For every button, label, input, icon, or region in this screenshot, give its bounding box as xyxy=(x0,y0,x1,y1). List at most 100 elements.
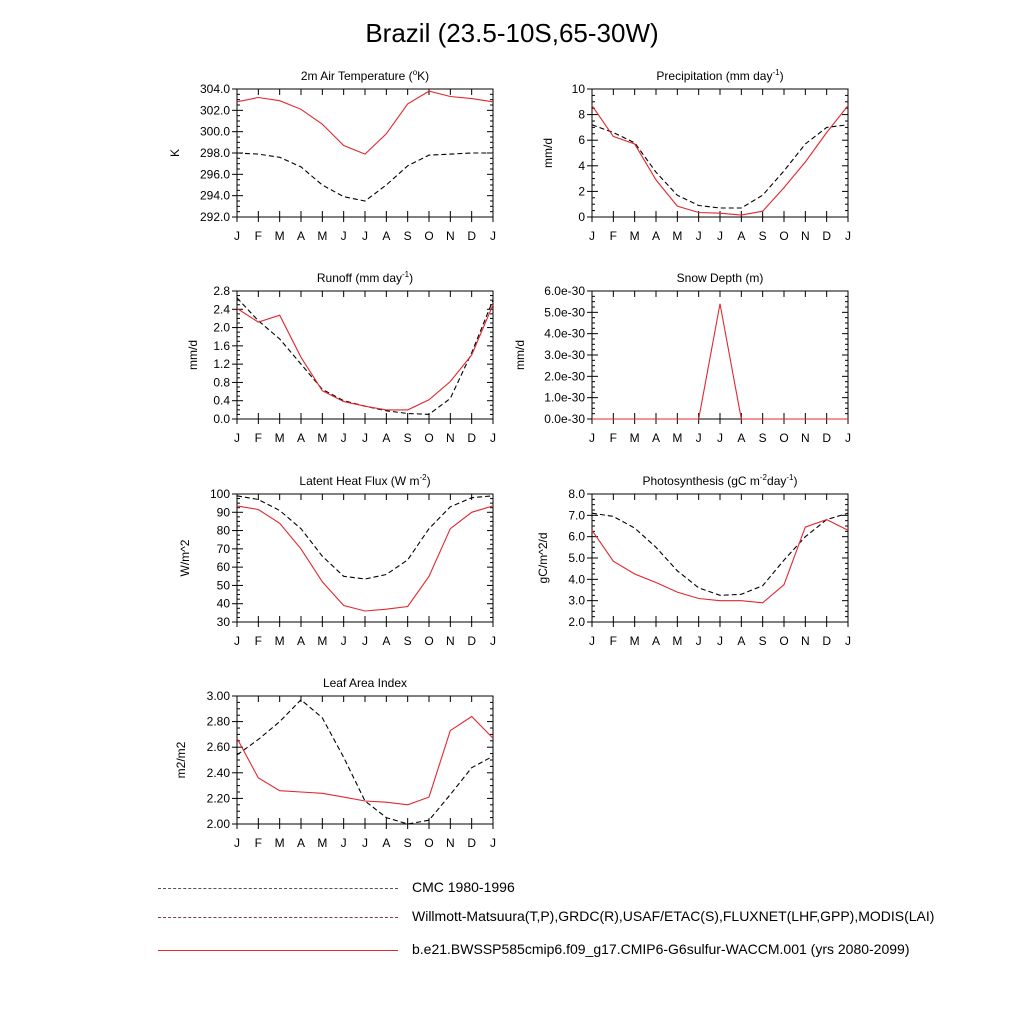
y-tick-label: 6.0 xyxy=(568,530,585,544)
x-tick-label: D xyxy=(467,836,476,850)
x-tick-label: A xyxy=(297,431,305,445)
y-tick-label: 300.0 xyxy=(200,125,230,139)
y-tick-label: 296.0 xyxy=(200,167,230,181)
y-axis-label: gC/m^2/d xyxy=(536,533,550,584)
y-tick-label: 2.8 xyxy=(213,284,230,298)
y-tick-label: 2.00 xyxy=(207,817,231,831)
y-tick-label: 3.0 xyxy=(568,594,585,608)
x-tick-label: F xyxy=(255,229,262,243)
x-tick-label: F xyxy=(255,634,262,648)
x-tick-label: J xyxy=(717,634,723,648)
x-tick-label: A xyxy=(382,229,390,243)
model-series-line xyxy=(592,303,848,420)
x-tick-label: J xyxy=(490,836,496,850)
y-tick-label: 10 xyxy=(572,82,586,96)
observed-series-line xyxy=(591,512,849,596)
model-series-line xyxy=(236,505,494,612)
legend-label-cmc: CMC 1980-1996 xyxy=(412,879,515,895)
panel-frame xyxy=(591,493,849,623)
model-series-line xyxy=(591,105,849,216)
observed-series-line xyxy=(236,699,494,825)
y-tick-label: 2.0 xyxy=(213,321,230,335)
x-tick-label: J xyxy=(362,634,368,648)
x-tick-label: A xyxy=(297,836,305,850)
y-tick-label: 1.2 xyxy=(213,357,230,371)
x-tick-label: D xyxy=(822,229,831,243)
x-tick-label: N xyxy=(801,431,810,445)
x-tick-label: S xyxy=(404,229,412,243)
y-tick-label: 60 xyxy=(217,560,231,574)
y-axis-label: K xyxy=(168,149,182,157)
model-series-line xyxy=(236,90,494,155)
x-tick-label: J xyxy=(341,836,347,850)
x-tick-label: A xyxy=(652,431,660,445)
y-tick-label: 2.60 xyxy=(207,740,231,754)
x-tick-label: J xyxy=(696,229,702,243)
x-tick-label: N xyxy=(446,431,455,445)
observed-series-line xyxy=(236,152,493,202)
y-tick-label: 292.0 xyxy=(200,210,230,224)
x-tick-label: J xyxy=(341,431,347,445)
y-axis-label: m2/m2 xyxy=(174,741,188,778)
x-tick-label: S xyxy=(404,634,412,648)
panel-title: Leaf Area Index xyxy=(323,676,407,690)
x-tick-label: M xyxy=(317,229,327,243)
x-tick-label: S xyxy=(759,634,767,648)
y-tick-label: 2.4 xyxy=(213,302,230,316)
panel-snow: Snow Depth (m) mm/d 0.0e-30 1.0e-30 2.0e-30 3… xyxy=(513,271,851,445)
x-tick-label: M xyxy=(317,634,327,648)
x-tick-label: F xyxy=(610,431,617,445)
x-tick-label: N xyxy=(801,634,810,648)
panel-lhf: Latent Heat Flux (W m-2) W/m^2 30 40 50 60 70 8… xyxy=(178,473,496,648)
model-series-line xyxy=(236,304,494,411)
x-tick-label: A xyxy=(652,229,660,243)
x-tick-label: N xyxy=(446,836,455,850)
x-tick-label: N xyxy=(446,634,455,648)
y-tick-label: 4.0e-30 xyxy=(544,327,585,341)
panel-frame xyxy=(591,290,849,420)
x-tick-label: M xyxy=(275,634,285,648)
y-tick-label: 3.00 xyxy=(207,689,231,703)
x-tick-label: J xyxy=(696,431,702,445)
y-tick-label: 100 xyxy=(210,487,230,501)
panel-runoff: Runoff (mm day-1) mm/d 0.0 0.4 0.8 1.2 1.6 2.0 2… xyxy=(186,270,496,445)
panel-title: 2m Air Temperature (oK) xyxy=(301,68,429,83)
y-axis-label: mm/d xyxy=(541,138,555,168)
legend-label-observations: Willmott-Matsuura(T,P),GRDC(R),USAF/ETAC… xyxy=(412,908,935,924)
y-tick-label: 80 xyxy=(217,524,231,538)
y-tick-label: 3.0e-30 xyxy=(544,348,585,362)
x-tick-label: J xyxy=(589,229,595,243)
y-tick-label: 1.6 xyxy=(213,339,230,353)
y-tick-label: 90 xyxy=(217,505,231,519)
panel-temp: 2m Air Temperature (oK) K 292.0 294.0 296.0 2… xyxy=(168,68,496,243)
legend-swatch-model xyxy=(158,950,398,951)
x-tick-label: D xyxy=(467,634,476,648)
y-tick-label: 0.8 xyxy=(213,375,230,389)
x-tick-label: J xyxy=(845,634,851,648)
x-tick-label: J xyxy=(362,836,368,850)
model-series-line xyxy=(591,519,849,604)
panel-title: Photosynthesis (gC m-2day-1) xyxy=(643,473,798,488)
x-tick-label: J xyxy=(717,431,723,445)
x-tick-label: O xyxy=(424,229,433,243)
x-tick-label: J xyxy=(696,634,702,648)
y-tick-label: 8 xyxy=(578,108,585,122)
x-tick-label: J xyxy=(234,431,240,445)
y-tick-label: 2.40 xyxy=(207,766,231,780)
x-tick-label: O xyxy=(779,634,788,648)
y-tick-label: 294.0 xyxy=(200,189,230,203)
x-tick-label: O xyxy=(779,431,788,445)
x-tick-label: F xyxy=(255,431,262,445)
x-tick-label: A xyxy=(652,634,660,648)
x-tick-label: A xyxy=(737,431,745,445)
x-tick-label: J xyxy=(341,229,347,243)
x-tick-label: J xyxy=(362,229,368,243)
x-tick-label: D xyxy=(822,431,831,445)
y-tick-label: 2.80 xyxy=(207,715,231,729)
x-tick-label: N xyxy=(446,229,455,243)
x-tick-label: M xyxy=(630,431,640,445)
y-tick-label: 0.0e-30 xyxy=(544,412,585,426)
panel-frame xyxy=(236,493,494,623)
x-tick-label: J xyxy=(589,431,595,445)
